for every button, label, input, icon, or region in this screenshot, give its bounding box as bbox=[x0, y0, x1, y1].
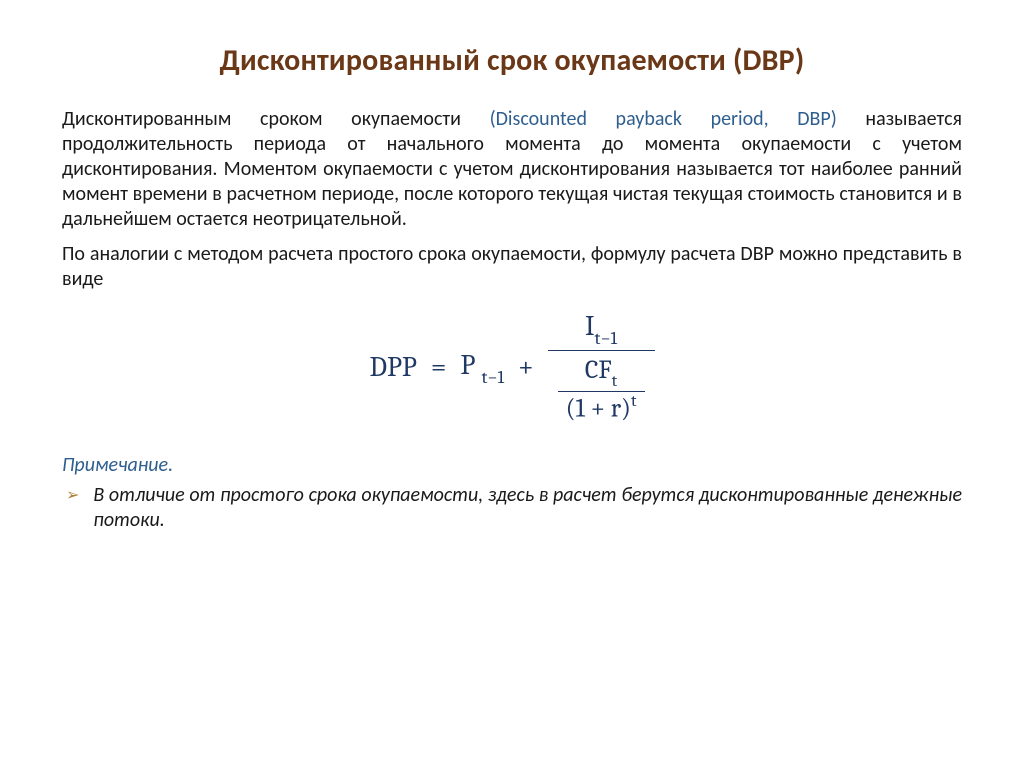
formula-outer-numerator: It−1 bbox=[575, 310, 627, 348]
term-highlight: (Discounted payback period, DBP) bbox=[490, 107, 837, 131]
note-bullet-text: В отличие от простого срока окупаемости,… bbox=[93, 483, 962, 533]
slide: Дисконтированный срок окупаемости (DBP) … bbox=[0, 0, 1024, 767]
fraction-bar-icon bbox=[548, 350, 655, 351]
formula-equals: = bbox=[431, 351, 447, 383]
formula-lhs: DPP bbox=[370, 351, 417, 383]
note-heading: Примечание. bbox=[62, 453, 962, 477]
formula-inner-denominator: (1 + r)t bbox=[558, 394, 645, 423]
analogy-paragraph: По аналогии с методом расчета простого с… bbox=[62, 242, 962, 292]
formula-p-subscript: t−1 bbox=[481, 367, 504, 388]
formula-outer-denominator: CFt (1 + r)t bbox=[548, 353, 655, 425]
formula-outer-fraction: It−1 CFt (1 + r)t bbox=[548, 310, 655, 425]
chevron-right-icon: ➢ bbox=[66, 485, 79, 507]
definition-paragraph: Дисконтированным сроком окупаемости (Dis… bbox=[62, 107, 962, 232]
note-bullet-item: ➢ В отличие от простого срока окупаемост… bbox=[62, 483, 962, 533]
formula-I-subscript: t−1 bbox=[595, 328, 618, 349]
formula-cf-subscript: t bbox=[612, 372, 618, 391]
formula-inner-fraction: CFt (1 + r)t bbox=[558, 357, 645, 423]
formula-base-exponent: t bbox=[631, 392, 637, 411]
definition-pre: Дисконтированным сроком окупаемости bbox=[62, 107, 490, 131]
slide-title: Дисконтированный срок окупаемости (DBP) bbox=[62, 42, 962, 79]
formula-p-symbol: P bbox=[460, 349, 475, 381]
formula-I-symbol: I bbox=[585, 310, 595, 342]
formula-plus: + bbox=[518, 351, 534, 383]
formula-base: (1 + r) bbox=[566, 393, 631, 423]
formula-p-term: P t−1 bbox=[460, 349, 504, 386]
dpp-formula: DPP = P t−1 + It−1 CFt bbox=[62, 310, 962, 425]
formula-cf-symbol: CF bbox=[585, 355, 612, 385]
formula-inner-numerator: CFt bbox=[577, 357, 625, 389]
